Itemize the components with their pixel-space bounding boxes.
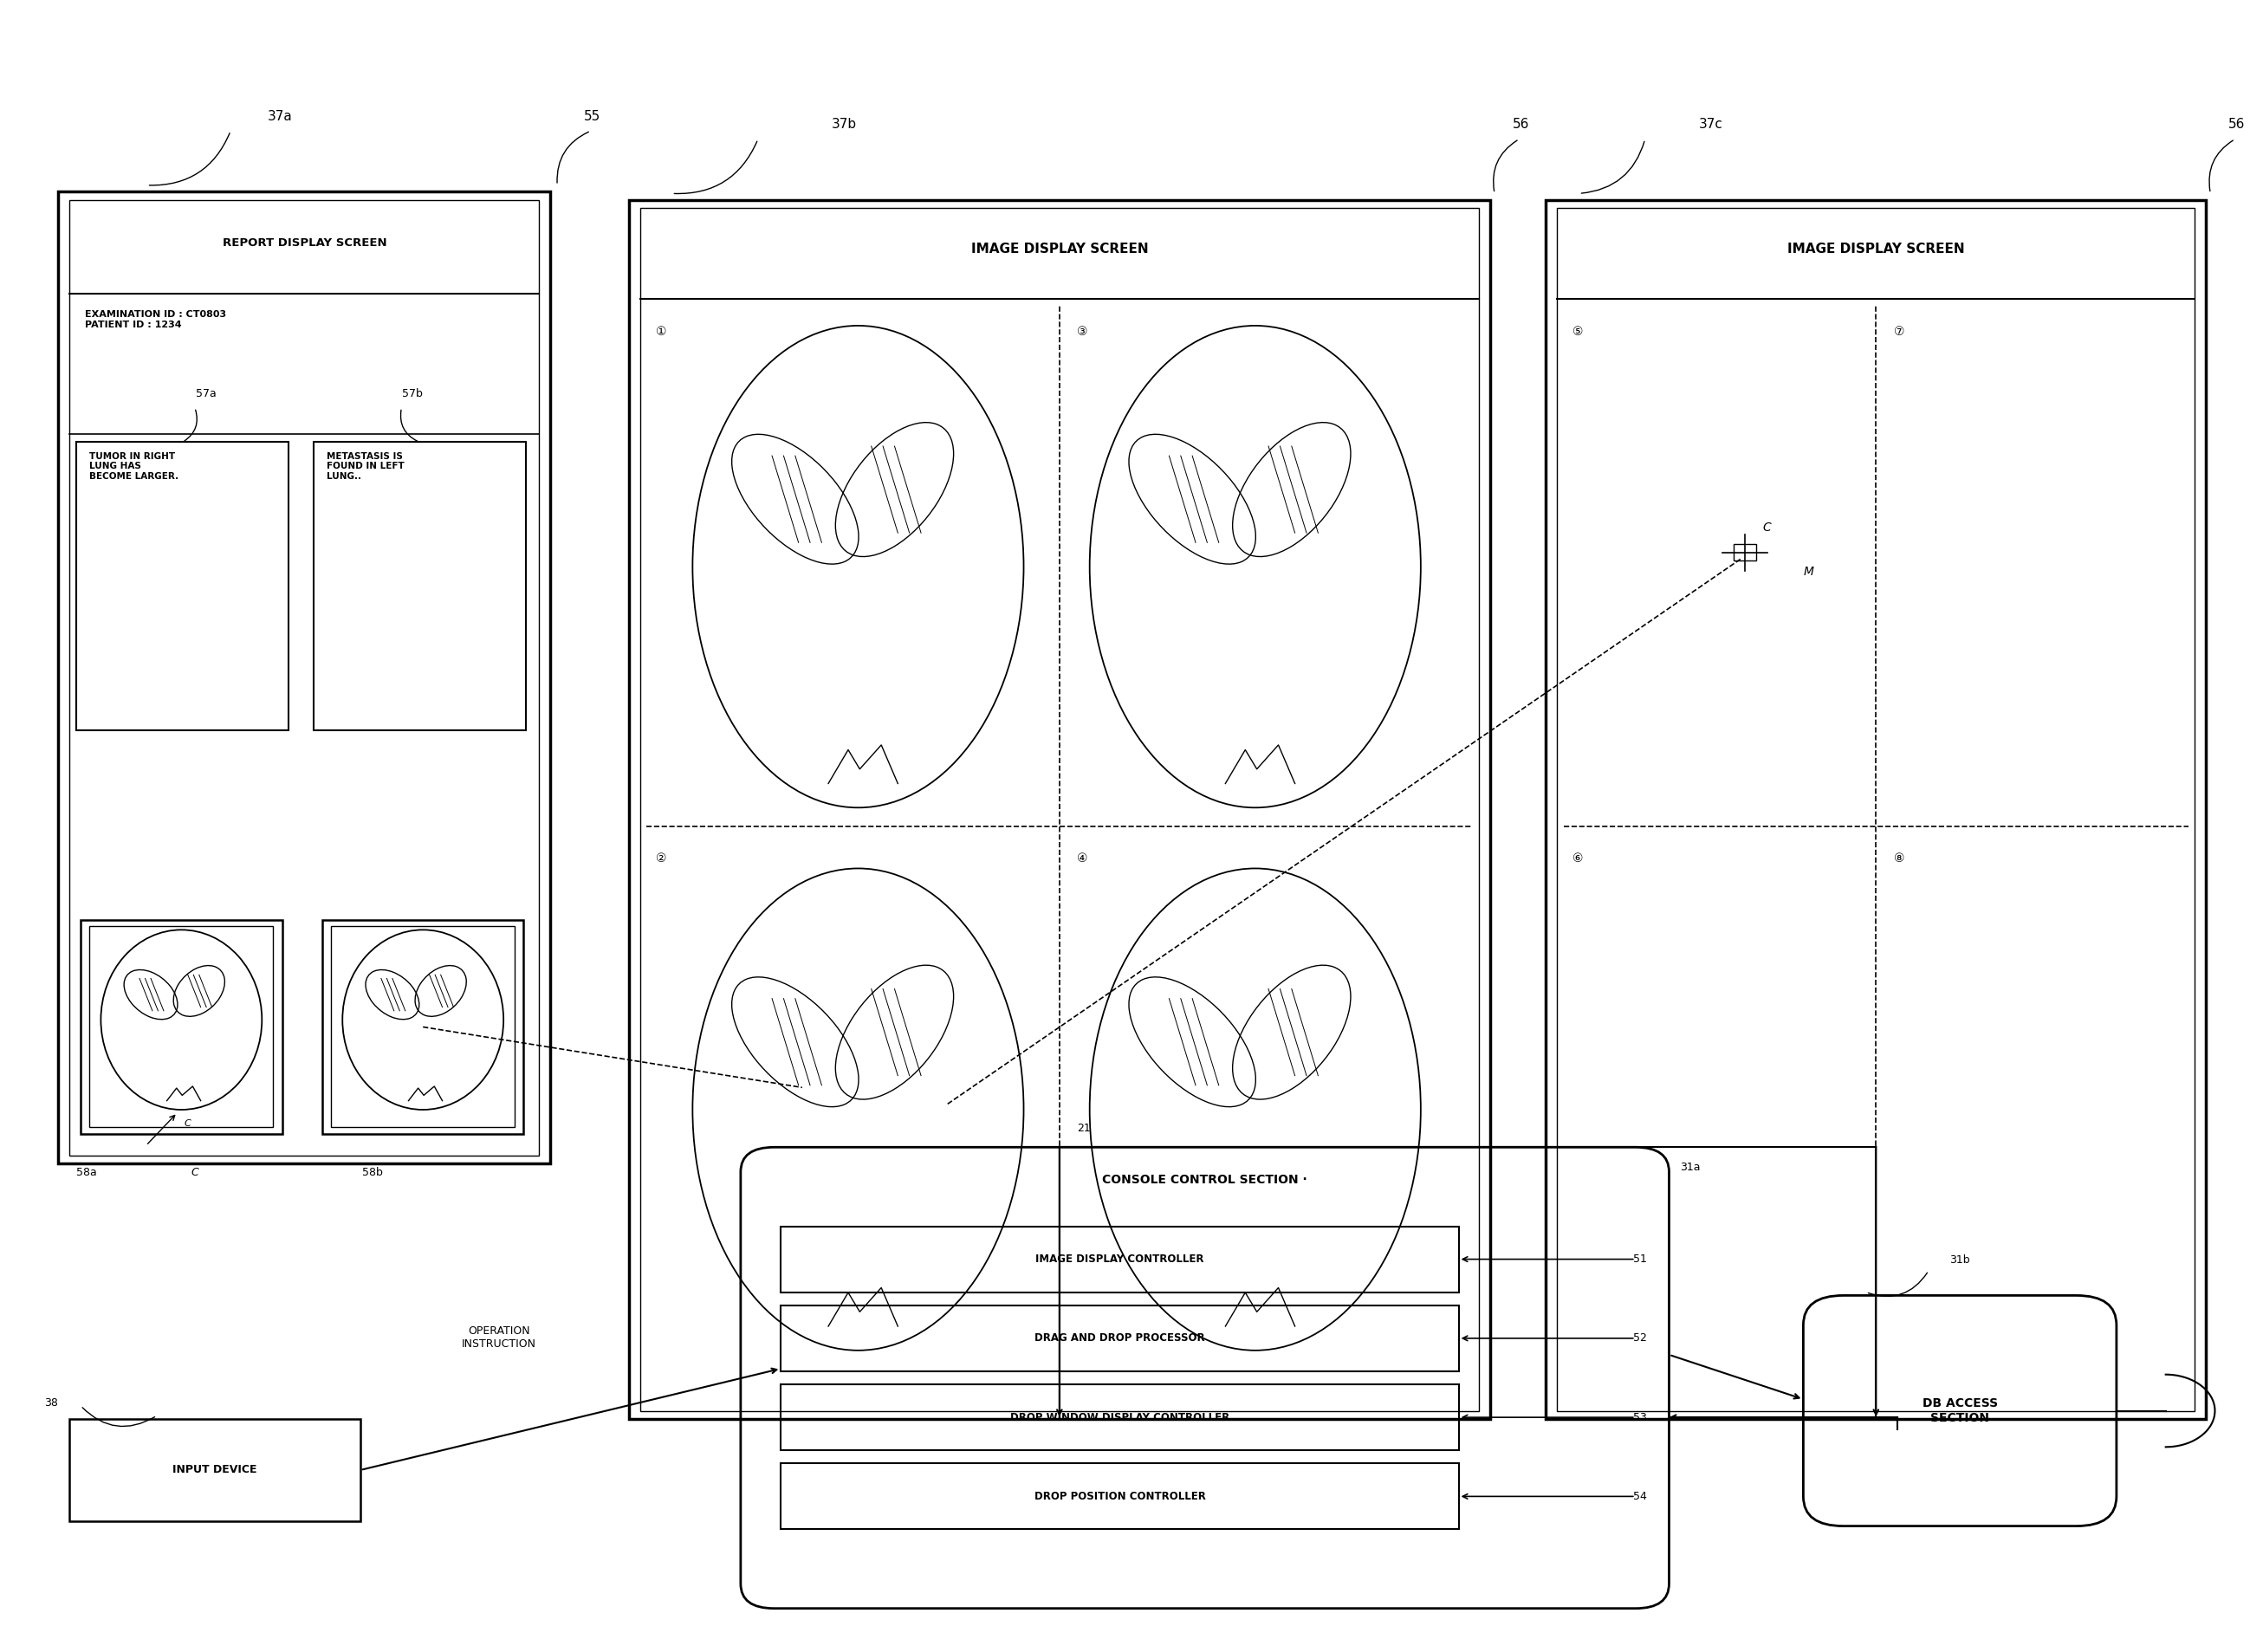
Text: IMAGE DISPLAY SCREEN: IMAGE DISPLAY SCREEN [970,243,1148,256]
Text: DROP WINDOW DISPLAY CONTROLLER: DROP WINDOW DISPLAY CONTROLLER [1010,1412,1229,1422]
Text: ②: ② [655,852,666,866]
Text: 37a: 37a [268,109,292,122]
Text: 54: 54 [1634,1490,1647,1502]
Bar [76,443,288,730]
Bar [70,1419,360,1521]
Text: 38: 38 [45,1398,58,1408]
Text: EXAMINATION ID : CT0803
PATIENT ID : 1234: EXAMINATION ID : CT0803 PATIENT ID : 123… [86,311,227,329]
Text: C: C [184,1118,191,1128]
Text: 58a: 58a [76,1166,97,1178]
Text: REPORT DISPLAY SCREEN: REPORT DISPLAY SCREEN [223,238,387,248]
Text: 31a: 31a [1681,1161,1701,1173]
Bar [58,192,551,1163]
Text: C: C [1764,522,1771,534]
Bar [322,920,524,1133]
Text: 51: 51 [1634,1254,1647,1265]
Text: IMAGE DISPLAY CONTROLLER: IMAGE DISPLAY CONTROLLER [1035,1254,1204,1265]
Text: DB ACCESS
SECTION: DB ACCESS SECTION [1921,1398,1998,1424]
Bar [90,927,272,1127]
Text: CONSOLE CONTROL SECTION ·: CONSOLE CONTROL SECTION · [1102,1175,1307,1186]
Text: TUMOR IN RIGHT
LUNG HAS
BECOME LARGER.: TUMOR IN RIGHT LUNG HAS BECOME LARGER. [90,453,180,481]
Text: 31b: 31b [1951,1254,1971,1265]
Text: OPERATION
INSTRUCTION: OPERATION INSTRUCTION [461,1325,536,1350]
Bar [313,443,526,730]
Bar [70,200,540,1155]
Text: 37b: 37b [832,117,857,131]
Bar [81,920,281,1133]
Text: 57a: 57a [196,388,216,400]
Text: C: C [191,1166,198,1178]
Bar [781,1226,1458,1292]
Text: ⑥: ⑥ [1573,852,1584,866]
Text: ⑤: ⑤ [1573,325,1584,337]
Bar [781,1384,1458,1450]
Bar [639,208,1478,1411]
Text: IMAGE DISPLAY SCREEN: IMAGE DISPLAY SCREEN [1786,243,1964,256]
Bar [1735,544,1757,560]
Text: ①: ① [655,325,666,337]
Text: ⑦: ⑦ [1894,325,1906,337]
Bar [781,1464,1458,1530]
Text: 56: 56 [1512,117,1530,131]
Text: 58b: 58b [362,1166,383,1178]
Text: 53: 53 [1634,1412,1647,1422]
Text: 56: 56 [2228,117,2246,131]
Text: INPUT DEVICE: INPUT DEVICE [173,1464,256,1475]
Text: METASTASIS IS
FOUND IN LEFT
LUNG..: METASTASIS IS FOUND IN LEFT LUNG.. [326,453,405,481]
Bar [628,200,1490,1419]
Text: ⑧: ⑧ [1894,852,1906,866]
Text: 52: 52 [1634,1333,1647,1345]
Text: ③: ③ [1078,325,1089,337]
Bar [1546,200,2205,1419]
Text: ④: ④ [1078,852,1089,866]
Text: 55: 55 [585,109,601,122]
Text: M: M [1802,567,1814,578]
Text: 21: 21 [1078,1123,1091,1133]
Text: DRAG AND DROP PROCESSOR: DRAG AND DROP PROCESSOR [1035,1333,1206,1345]
Text: 57b: 57b [403,388,423,400]
Text: DROP POSITION CONTROLLER: DROP POSITION CONTROLLER [1035,1490,1206,1502]
Text: 37c: 37c [1699,117,1724,131]
Bar [331,927,515,1127]
Bar [781,1305,1458,1371]
Bar [1557,208,2194,1411]
